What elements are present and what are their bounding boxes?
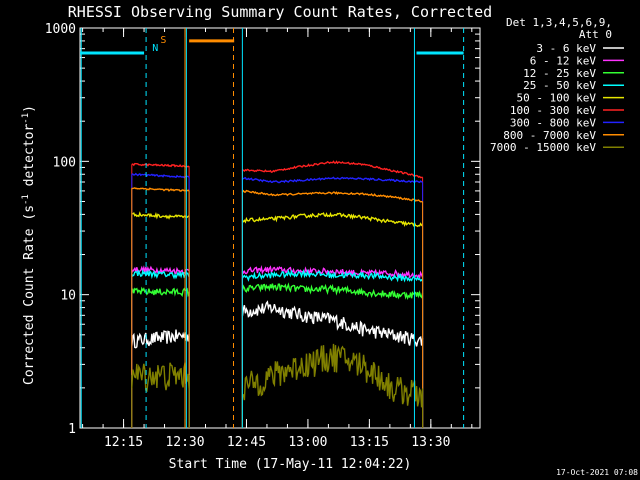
series-trace [131,362,190,393]
series-trace [131,187,190,192]
flag-label-n: N [152,43,158,54]
series-trace [241,268,424,283]
detector-label-line2: Att 0 [579,28,612,41]
legend-label: 50 - 100 keV [517,92,597,105]
series-7000-15000kev [131,343,424,428]
x-tick-label: 12:15 [104,435,143,450]
flag-label-s: S [160,35,166,46]
y-tick-label: 1000 [45,22,76,37]
series-trace [131,265,190,276]
series-trace [131,162,190,168]
detector-label-line1: Det 1,3,4,5,6,9, [506,16,612,29]
series-trace [131,172,190,179]
plot-frame [79,27,481,429]
legend-label: 800 - 7000 keV [503,129,596,142]
series-trace [131,268,190,280]
x-tick-label: 13:15 [350,435,389,450]
y-axis-label-sup1: -1 [21,194,31,205]
series-trace [241,300,424,347]
legend-label: 100 - 300 keV [510,104,596,117]
x-axis-label: Start Time (17-May-11 12:04:22) [169,457,412,472]
timestamp: 17-Oct-2021 07:08 [556,468,638,477]
x-tick-label: 13:00 [288,435,327,450]
y-tick-label: 1 [68,422,76,437]
series-trace [131,286,190,298]
chart-title: RHESSI Observing Summary Count Rates, Co… [68,3,492,21]
y-axis-label-suffix: ) [22,105,37,113]
y-tick-label: 10 [60,289,76,304]
y-axis-label-prefix: Corrected Count Rate (s [22,205,37,385]
series-trace [242,343,424,408]
x-tick-label: 12:30 [165,435,204,450]
legend-label: 300 - 800 keV [510,116,596,129]
series-trace [131,211,190,220]
series-trace [241,282,424,301]
series-trace [131,329,190,349]
x-tick-label: 12:45 [227,435,266,450]
legend-label: 12 - 25 keV [523,67,596,80]
legend-label: 7000 - 15000 keV [490,141,596,154]
series-trace [241,160,423,179]
series-trace [241,189,423,203]
legend-label: 25 - 50 keV [523,79,596,92]
plot-area: 1 10 100 1000 12:15 12:30 12:45 13:00 13:15 13:30… [45,22,481,450]
series-trace [241,211,424,228]
legend-label: 3 - 6 keV [536,42,596,55]
y-axis-label-mid: detector [22,124,37,195]
y-axis-label-sup2: -1 [21,113,31,124]
series-trace [242,176,423,184]
x-tick-label: 13:30 [411,435,450,450]
y-axis-label: Corrected Count Rate (s-1 detector-1) [21,105,37,385]
y-tick-label: 100 [53,155,76,170]
series-trace [241,265,424,280]
legend-label: 6 - 12 keV [530,54,597,67]
